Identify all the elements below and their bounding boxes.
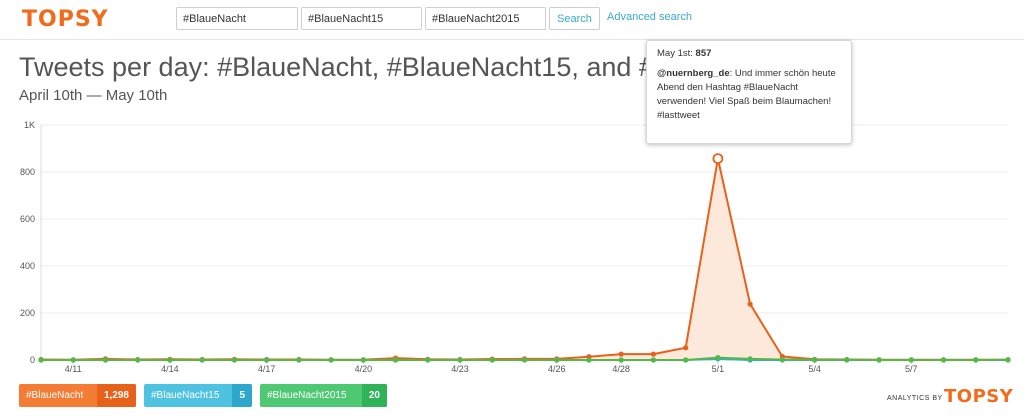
- series-area-blauenacht: [41, 158, 1008, 360]
- x-tick-label: 5/4: [808, 364, 821, 374]
- data-point-s3: [457, 357, 463, 363]
- y-tick-label: 800: [20, 167, 35, 177]
- data-point-s3: [296, 357, 302, 363]
- series-line-1: [40, 157, 1008, 361]
- page-subtitle: April 10th — May 10th: [19, 87, 168, 104]
- data-point-s3: [38, 357, 44, 363]
- data-point-s3: [489, 357, 495, 363]
- data-point-s3: [521, 357, 528, 363]
- tooltip-value: 857: [695, 48, 712, 59]
- data-point-s3: [908, 357, 914, 363]
- data-point-s3: [392, 357, 399, 363]
- data-point-s3: [650, 357, 657, 363]
- topsy-footer-logo[interactable]: TOPSY: [944, 386, 1014, 407]
- search-field-2[interactable]: [301, 7, 422, 30]
- data-point-s1: [747, 301, 753, 307]
- x-tick-label: 4/26: [548, 364, 566, 374]
- x-tick-label: 4/11: [65, 364, 82, 374]
- legend-chip-blauenacht2015[interactable]: #BlaueNacht2015 20: [260, 384, 387, 407]
- data-point-s3: [940, 357, 947, 363]
- x-tick-label: 4/14: [161, 364, 179, 374]
- search-field-3[interactable]: [425, 7, 546, 30]
- data-point-s3: [167, 357, 173, 363]
- tooltip-header: May 1st: 857: [657, 47, 841, 61]
- tooltip-tweet: @nuernberg_de: Und immer schön heute Abe…: [657, 67, 841, 123]
- legend-count: 5: [232, 384, 252, 407]
- data-point-s3: [199, 357, 205, 363]
- data-point-s3: [425, 357, 431, 363]
- data-point-s3: [70, 357, 76, 363]
- data-point-s1: [683, 345, 689, 351]
- data-point-s1: [650, 351, 657, 357]
- x-tick-label: 5/7: [905, 364, 918, 374]
- y-tick-label: 600: [20, 214, 35, 224]
- data-point-s3: [618, 357, 624, 363]
- header: TOPSY Search Advanced search: [0, 0, 1024, 40]
- topsy-logo[interactable]: TOPSY: [22, 7, 109, 32]
- analytics-by-label: ANALYTICS BY: [887, 395, 943, 402]
- legend-chip-blauenacht15[interactable]: #BlaueNacht15 5: [144, 384, 252, 407]
- x-tick-label: 4/20: [355, 364, 373, 374]
- data-point-s3: [328, 357, 334, 363]
- legend-name: #BlaueNacht15: [151, 390, 220, 401]
- legend-chip-blauenacht[interactable]: #BlaueNacht 1,298: [19, 384, 136, 407]
- data-point-s3: [554, 357, 560, 363]
- data-point-s3: [876, 357, 882, 363]
- advanced-search-link[interactable]: Advanced search: [607, 11, 692, 23]
- y-tick-label: 200: [20, 308, 35, 318]
- search-button[interactable]: Search: [549, 7, 600, 30]
- y-tick-label: 400: [20, 261, 35, 271]
- x-tick-label: 5/1: [712, 364, 725, 374]
- data-point-s3: [135, 357, 141, 363]
- data-point-s1: [618, 351, 624, 357]
- data-point-s3: [586, 357, 592, 363]
- data-point-s3: [102, 357, 109, 363]
- tooltip-user[interactable]: @nuernberg_de: [657, 68, 730, 79]
- legend-count: 1,298: [96, 384, 136, 407]
- x-tick-label: 4/28: [612, 364, 630, 374]
- tooltip-date: May 1st:: [657, 48, 693, 59]
- data-point-s3: [747, 356, 753, 362]
- legend-name: #BlaueNacht: [26, 390, 84, 401]
- data-point-s3: [360, 357, 366, 363]
- x-tick-label: 4/17: [258, 364, 276, 374]
- data-point-s3: [715, 355, 721, 361]
- data-point-s3: [264, 357, 270, 363]
- data-point-s3: [812, 357, 818, 363]
- data-point-s3: [844, 357, 850, 363]
- highlighted-point: [712, 153, 724, 165]
- chart-tooltip: May 1st: 857 @nuernberg_de: Und immer sc…: [646, 40, 852, 144]
- tooltip-tweet-text: : Und immer schön heute Abend den Hashta…: [657, 68, 836, 121]
- y-tick-label: 0: [30, 355, 35, 365]
- data-point-s3: [1005, 357, 1011, 363]
- legend-name: #BlaueNacht2015: [267, 390, 347, 401]
- data-point-s3: [683, 357, 689, 363]
- page-title: Tweets per day: #BlaueNacht, #BlaueNacht…: [19, 52, 672, 82]
- legend-count: 20: [361, 384, 387, 407]
- data-point-s3: [973, 357, 979, 363]
- x-tick-label: 4/23: [451, 364, 469, 374]
- data-point-s3: [231, 357, 237, 363]
- y-tick-label: 1K: [24, 120, 35, 130]
- search-field-1[interactable]: [176, 7, 298, 30]
- data-point-s3: [779, 356, 785, 363]
